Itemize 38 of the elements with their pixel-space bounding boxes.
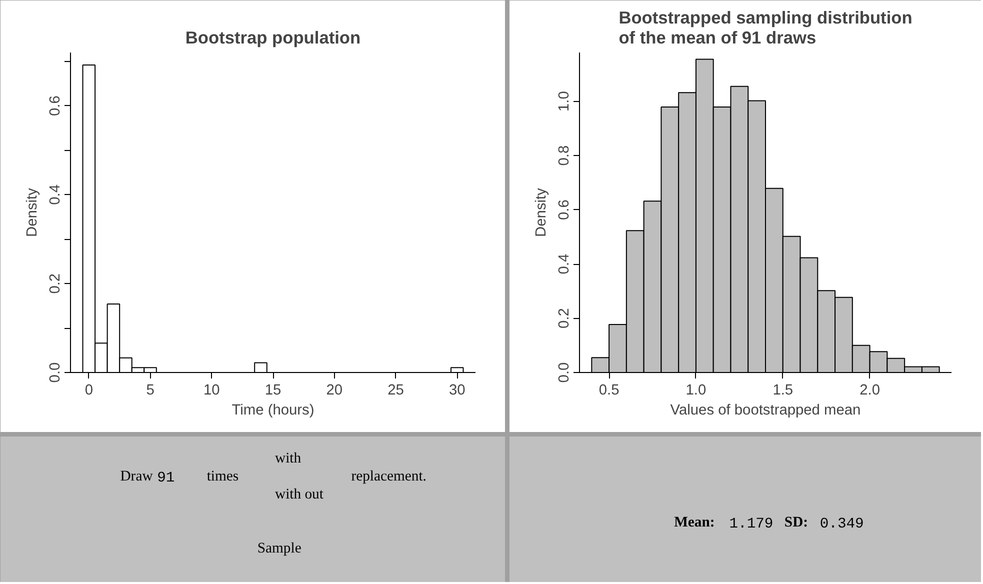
text: times (206, 468, 239, 484)
x-axis-title: Time (hours) (232, 402, 314, 418)
x-tick-label: 5 (146, 382, 154, 398)
x-tick-label: 20 (326, 382, 343, 398)
x-tick-label: 0.5 (598, 382, 620, 398)
text: with out (275, 486, 324, 502)
text: SD: (784, 514, 808, 530)
text: Sample (257, 540, 302, 556)
text: Mean: (674, 514, 715, 530)
y-tick-label: 0.8 (556, 145, 572, 166)
x-tick-label: 1.0 (686, 382, 706, 398)
chart-title: Bootstrap population (185, 28, 361, 48)
chart-title: Bootstrapped sampling distribution of the mean of 91 draws (618, 8, 912, 48)
text: 1.179 (729, 516, 774, 532)
y-tick-label: 1.0 (556, 91, 572, 112)
y-axis-title: Density (24, 187, 40, 237)
y-tick-label: 0.0 (556, 362, 572, 383)
y-tick-label: 0.0 (48, 362, 64, 383)
y-tick-label: 0.2 (556, 308, 572, 328)
x-tick-label: 10 (203, 382, 220, 398)
x-tick-label: 0 (84, 382, 93, 398)
text: 0.349 (820, 516, 864, 532)
text: 91 (157, 470, 175, 486)
y-tick-label: 0.2 (48, 273, 64, 294)
x-tick-label: 15 (264, 382, 282, 398)
x-tick-label: 1.5 (772, 382, 794, 398)
x-tick-label: 25 (388, 382, 404, 398)
y-axis-title: Density (534, 187, 550, 237)
y-tick-label: 0.4 (556, 254, 572, 274)
text: Draw (120, 468, 154, 484)
x-axis-title: Values of bootstrapped mean (670, 402, 861, 418)
y-tick-label: 0.4 (48, 184, 64, 205)
y-tick-label: 0.6 (556, 200, 572, 220)
text: replacement. (351, 468, 426, 484)
x-tick-label: 2.0 (860, 382, 880, 398)
text: with (275, 450, 302, 466)
x-tick-label: 30 (448, 382, 466, 398)
y-tick-label: 0.6 (48, 96, 64, 116)
